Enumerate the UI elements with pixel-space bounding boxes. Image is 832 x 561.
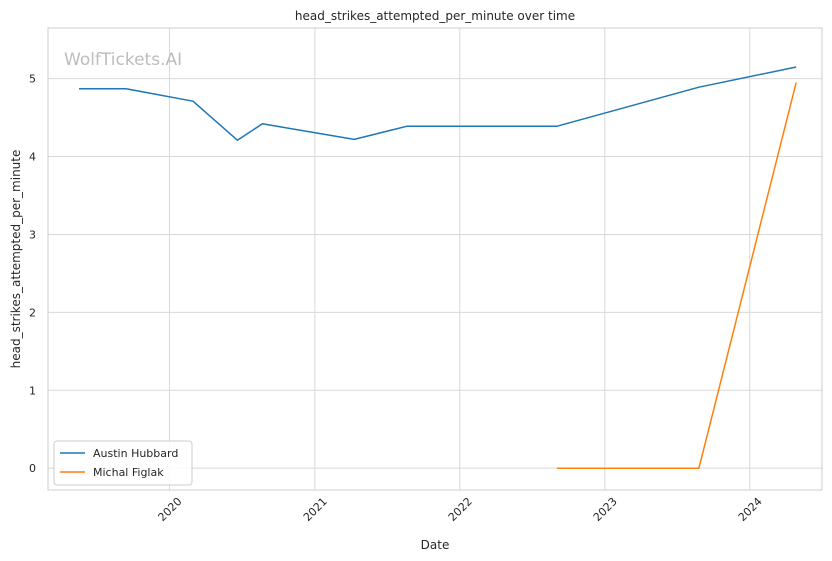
- plot-frame: [47, 27, 823, 491]
- legend-label: Michal Figlak: [93, 466, 164, 479]
- y-tick-label: 3: [29, 228, 36, 241]
- legend-label: Austin Hubbard: [93, 447, 178, 460]
- chart-title: head_strikes_attempted_per_minute over t…: [295, 9, 575, 23]
- x-axis-label: Date: [421, 538, 450, 552]
- grid-lines: [48, 28, 822, 490]
- series-line: [79, 66, 797, 141]
- y-tick-label: 5: [29, 73, 36, 86]
- legend: Austin Hubbard Michal Figlak: [53, 440, 193, 486]
- series-line: [557, 82, 797, 469]
- y-tick-label: 1: [29, 384, 36, 397]
- y-tick-label: 2: [29, 306, 36, 319]
- y-tick-label: 0: [29, 462, 36, 475]
- watermark: WolfTickets.AI: [64, 50, 182, 70]
- series-layer: [79, 66, 797, 469]
- y-tick-label: 4: [29, 151, 36, 164]
- y-axis-label: head_strikes_attempted_per_minute: [9, 150, 23, 369]
- legend-box: [53, 440, 193, 486]
- y-tick-labels: 0 1 2 3 4 5: [29, 73, 36, 476]
